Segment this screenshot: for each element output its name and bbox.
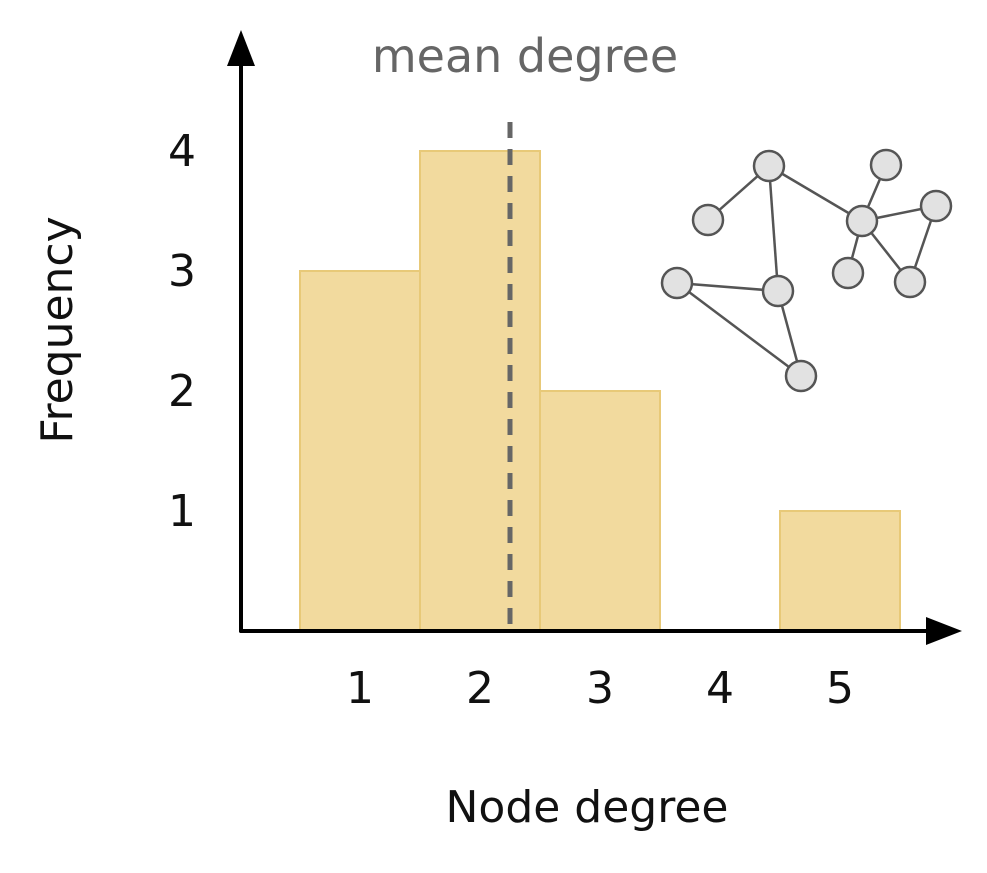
y-tick-label: 3: [168, 246, 196, 297]
bar-degree-3: [539, 390, 661, 632]
y-tick-labels: 1 2 3 4: [168, 126, 196, 537]
network-node: [919, 189, 953, 223]
bar-degree-2: [419, 150, 541, 632]
x-tick-labels: 1 2 3 4 5: [346, 663, 854, 714]
network-edge: [676, 282, 802, 377]
network-node: [893, 265, 927, 299]
x-axis-arrow: [926, 617, 962, 645]
network-edge: [767, 165, 780, 292]
bar-degree-1: [299, 270, 421, 632]
network-node: [660, 266, 694, 300]
network-node: [831, 256, 865, 290]
x-tick-label: 3: [586, 663, 614, 714]
y-tick-label: 4: [168, 126, 196, 177]
network-graph-icon: [660, 148, 953, 393]
network-node: [845, 204, 879, 238]
bars-group: [299, 150, 901, 632]
network-node: [784, 359, 818, 393]
network-node: [761, 274, 795, 308]
y-axis-title: Frequency: [32, 216, 83, 443]
network-node: [869, 148, 903, 182]
y-axis-arrow: [227, 30, 255, 66]
x-axis-title: Node degree: [445, 782, 728, 833]
network-node: [691, 203, 725, 237]
network-edge: [768, 164, 863, 223]
x-tick-label: 1: [346, 663, 374, 714]
x-tick-label: 5: [826, 663, 854, 714]
bar-degree-5: [779, 510, 901, 632]
y-tick-label: 2: [168, 366, 196, 417]
network-node: [752, 149, 786, 183]
y-tick-label: 1: [168, 486, 196, 537]
network-edge: [676, 281, 779, 293]
x-tick-label: 4: [706, 663, 734, 714]
mean-degree-label: mean degree: [372, 29, 678, 83]
x-tick-label: 2: [466, 663, 494, 714]
